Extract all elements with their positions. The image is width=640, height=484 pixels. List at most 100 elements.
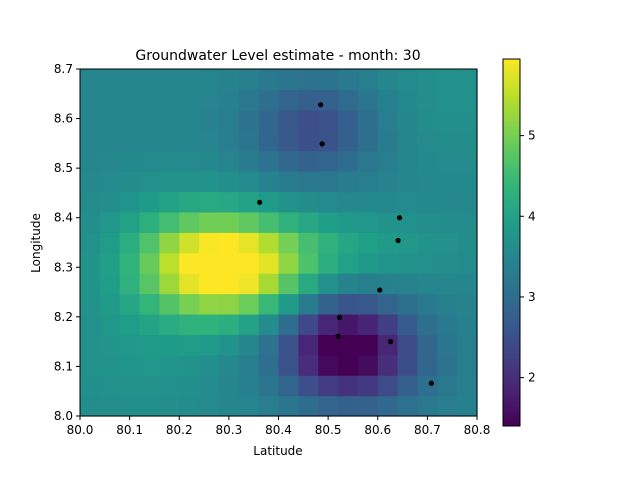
heatmap-cell	[258, 252, 280, 274]
heatmap-cell	[457, 191, 478, 213]
heatmap-cell	[179, 69, 200, 91]
heatmap-cell	[457, 252, 478, 274]
heatmap-cell	[238, 150, 260, 172]
heatmap-cell	[199, 211, 220, 233]
heatmap-cell	[377, 211, 399, 233]
heatmap-cell	[338, 130, 359, 152]
heatmap-cell	[397, 354, 419, 376]
heatmap-cell	[397, 334, 419, 356]
heatmap-cell	[99, 293, 121, 315]
heatmap-cell	[318, 150, 339, 172]
heatmap-cell	[119, 69, 141, 91]
heatmap-cell	[80, 375, 101, 397]
heatmap-cell	[179, 150, 200, 172]
heatmap-cell	[199, 69, 220, 91]
heatmap-cell	[80, 109, 101, 131]
x-tick-label: 80.8	[464, 423, 491, 437]
heatmap-cell	[199, 334, 220, 356]
heatmap-cell	[318, 313, 339, 335]
heatmap-cell	[377, 130, 399, 152]
heatmap-cell	[457, 150, 478, 172]
heatmap-cell	[417, 395, 438, 417]
heatmap-cell	[417, 375, 438, 397]
heatmap-cell	[457, 69, 478, 91]
heatmap-cell	[298, 150, 319, 172]
heatmap-cell	[238, 313, 260, 335]
x-axis: 80.0 80.1 80.2 80.3 80.4 80.5 80.6 80.7 80.8	[67, 416, 491, 437]
heatmap-cell	[199, 375, 220, 397]
heatmap-cell	[258, 375, 280, 397]
heatmap-cell	[397, 252, 419, 274]
heatmap-cell	[298, 313, 319, 335]
heatmap-cell	[258, 150, 280, 172]
heatmap-cell	[80, 191, 101, 213]
well-point	[395, 237, 401, 244]
heatmap-cell	[437, 130, 458, 152]
heatmap-cell	[119, 130, 141, 152]
heatmap-cell	[218, 375, 240, 397]
heatmap-cell	[80, 130, 101, 152]
x-tick-label: 80.0	[67, 423, 94, 437]
heatmap-cell	[258, 69, 280, 91]
heatmap-cell	[119, 171, 141, 193]
heatmap-cell	[338, 395, 359, 417]
heatmap-cell	[357, 375, 379, 397]
heatmap-cell	[357, 211, 379, 233]
heatmap-cell	[278, 395, 299, 417]
heatmap-cell	[99, 252, 121, 274]
heatmap-cell	[357, 69, 379, 91]
heatmap-cell	[377, 334, 399, 356]
well-point	[319, 141, 325, 147]
heatmap-cell	[218, 232, 240, 254]
heatmap-cell	[218, 69, 240, 91]
heatmap-cell	[159, 334, 180, 356]
heatmap-cell	[80, 211, 101, 233]
x-tick-label: 80.4	[265, 423, 292, 437]
heatmap-cell	[357, 252, 379, 274]
heatmap-cell	[199, 109, 220, 131]
heatmap-cell	[199, 273, 220, 295]
heatmap-cell	[457, 211, 478, 233]
heatmap-cell	[318, 293, 339, 315]
heatmap-cell	[278, 130, 299, 152]
heatmap-cell	[377, 293, 399, 315]
heatmap-cell	[318, 375, 339, 397]
heatmap-cell	[119, 211, 141, 233]
heatmap-cell	[338, 273, 359, 295]
heatmap-cell	[278, 171, 299, 193]
x-tick-label: 80.1	[116, 423, 143, 437]
heatmap-cell	[298, 395, 319, 417]
heatmap-cell	[437, 191, 458, 213]
y-tick-label: 8.6	[54, 112, 73, 126]
heatmap-cell	[357, 89, 379, 111]
heatmap-cell	[80, 89, 101, 111]
heatmap-cell	[298, 293, 319, 315]
heatmap-cell	[377, 150, 399, 172]
heatmap-cell	[258, 130, 280, 152]
y-tick-label: 8.0	[54, 409, 73, 423]
heatmap-cell	[417, 109, 438, 131]
heatmap-cell	[457, 313, 478, 335]
heatmap-cell	[199, 232, 220, 254]
heatmap-cell	[298, 171, 319, 193]
heatmap-cell	[417, 334, 438, 356]
heatmap-cell	[218, 252, 240, 274]
heatmap-cell	[437, 232, 458, 254]
heatmap-cell	[80, 293, 101, 315]
heatmap-cell	[258, 395, 280, 417]
heatmap-cell	[357, 313, 379, 335]
heatmap-cell	[318, 334, 339, 356]
heatmap-cell	[397, 293, 419, 315]
heatmap-cell	[457, 293, 478, 315]
heatmap-cell	[437, 375, 458, 397]
heatmap-cell	[238, 273, 260, 295]
heatmap-cell	[417, 130, 438, 152]
heatmap-cell	[357, 334, 379, 356]
heatmap-cell	[258, 211, 280, 233]
heatmap-cell	[199, 252, 220, 274]
heatmap-cell	[218, 89, 240, 111]
heatmap-cell	[437, 171, 458, 193]
heatmap-cell	[119, 395, 141, 417]
heatmap-cell	[417, 69, 438, 91]
heatmap-cell	[238, 334, 260, 356]
